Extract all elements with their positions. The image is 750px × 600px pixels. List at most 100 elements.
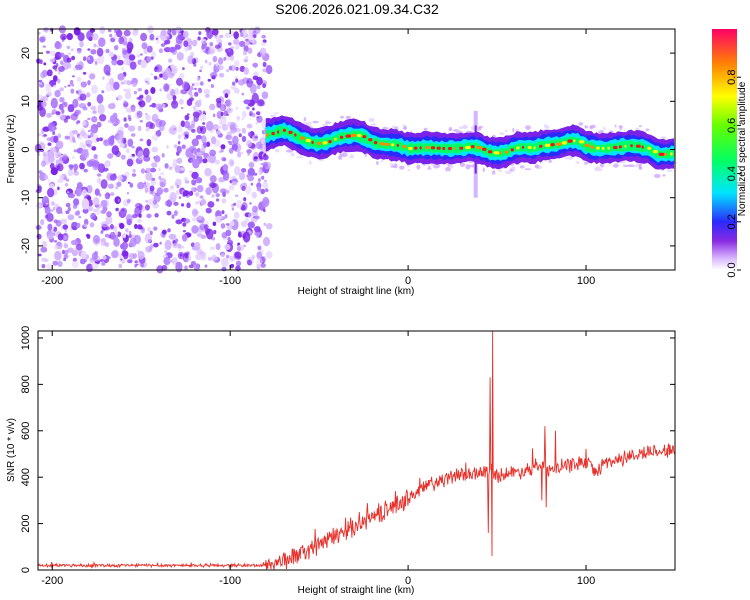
noise-speckle	[255, 235, 259, 239]
noise-speckle	[149, 122, 155, 130]
spectrogram-y-tick-label: 0	[20, 146, 32, 152]
noise-speckle	[195, 201, 199, 205]
noise-speckle	[150, 56, 154, 60]
noise-speckle	[64, 249, 69, 255]
noise-speckle	[37, 94, 43, 100]
noise-speckle	[202, 113, 206, 116]
noise-speckle	[43, 134, 47, 137]
noise-speckle	[256, 84, 261, 90]
noise-speckle	[173, 210, 178, 217]
noise-speckle	[160, 43, 166, 47]
noise-speckle	[262, 83, 267, 89]
noise-speckle	[169, 46, 176, 53]
noise-speckle	[137, 87, 143, 92]
snr-panel: -200 -100 0 100 0 200 400 600 800 1000 Height of…	[6, 326, 676, 596]
noise-speckle	[246, 80, 250, 84]
ridge-halo-speckle	[619, 126, 622, 131]
noise-speckle	[175, 261, 183, 273]
noise-speckle	[120, 66, 125, 72]
noise-speckle	[251, 191, 257, 199]
noise-speckle	[253, 34, 256, 38]
noise-speckle	[178, 196, 182, 199]
noise-speckle	[46, 69, 53, 77]
noise-speckle	[149, 185, 155, 192]
ridge-core	[430, 146, 436, 150]
colorbar-gradient	[712, 29, 737, 270]
noise-speckle	[131, 145, 135, 149]
noise-speckle	[136, 110, 143, 119]
noise-speckle	[43, 27, 50, 33]
noise-speckle	[164, 250, 168, 254]
noise-speckle	[85, 139, 93, 146]
noise-speckle	[146, 213, 152, 219]
noise-speckle	[60, 60, 64, 65]
noise-speckle	[189, 97, 194, 102]
noise-speckle	[241, 110, 247, 118]
noise-speckle	[83, 168, 88, 173]
ridge-core	[334, 137, 337, 141]
noise-speckle	[56, 151, 62, 158]
noise-speckle	[41, 264, 46, 269]
noise-speckle	[51, 201, 55, 206]
noise-speckle	[255, 134, 258, 137]
noise-speckle	[49, 162, 55, 170]
noise-speckle	[47, 234, 54, 240]
noise-speckle	[44, 258, 49, 262]
noise-speckle	[144, 187, 149, 193]
noise-speckle	[240, 117, 245, 120]
noise-speckle	[245, 185, 252, 195]
noise-speckle	[192, 111, 200, 118]
ridge-halo-speckle	[613, 163, 619, 168]
noise-speckle	[216, 130, 221, 135]
noise-speckle	[263, 236, 270, 247]
noise-speckle	[67, 214, 75, 221]
noise-speckle	[52, 85, 56, 88]
ridge-core	[317, 141, 322, 145]
ridge-core	[453, 146, 456, 151]
noise-speckle	[256, 111, 261, 116]
noise-speckle	[60, 160, 64, 165]
noise-speckle	[94, 61, 98, 65]
noise-speckle	[250, 182, 254, 186]
noise-speckle	[231, 143, 238, 151]
noise-speckle	[164, 200, 170, 207]
noise-speckle	[263, 222, 267, 226]
noise-speckle	[107, 153, 114, 159]
noise-speckle	[191, 83, 195, 87]
noise-speckle	[207, 201, 215, 208]
noise-speckle	[117, 55, 121, 60]
noise-speckle	[207, 78, 211, 82]
noise-speckle	[67, 104, 75, 113]
ridge-core	[362, 135, 367, 139]
noise-speckle	[96, 121, 102, 128]
noise-speckle	[54, 69, 58, 72]
noise-speckle	[76, 243, 83, 251]
ridge-core	[277, 130, 280, 134]
noise-speckle	[67, 52, 72, 56]
ridge-core	[561, 141, 567, 145]
noise-speckle	[144, 89, 149, 95]
noise-speckle	[94, 188, 100, 196]
noise-speckle	[127, 125, 136, 132]
noise-speckle	[163, 40, 168, 45]
ridge-halo-speckle	[380, 159, 384, 163]
noise-speckle	[195, 134, 203, 140]
noise-speckle	[89, 222, 95, 228]
noise-speckle	[214, 44, 221, 49]
noise-speckle	[200, 198, 207, 206]
noise-speckle	[247, 47, 253, 54]
noise-speckle	[120, 154, 126, 160]
ridge-core	[567, 139, 573, 143]
spectrogram-x-label: Height of straight line (km)	[298, 286, 415, 297]
noise-speckle	[233, 202, 237, 206]
noise-speckle	[191, 39, 198, 47]
ridge-core	[391, 143, 395, 147]
noise-speckle	[120, 142, 124, 146]
ridge-halo-speckle	[285, 149, 293, 153]
noise-speckle	[200, 147, 206, 153]
noise-speckle	[92, 208, 96, 213]
noise-speckle	[49, 58, 56, 63]
noise-speckle	[201, 44, 206, 50]
colorbar-tick-label: 0.2	[726, 214, 738, 229]
noise-speckle	[247, 152, 250, 156]
